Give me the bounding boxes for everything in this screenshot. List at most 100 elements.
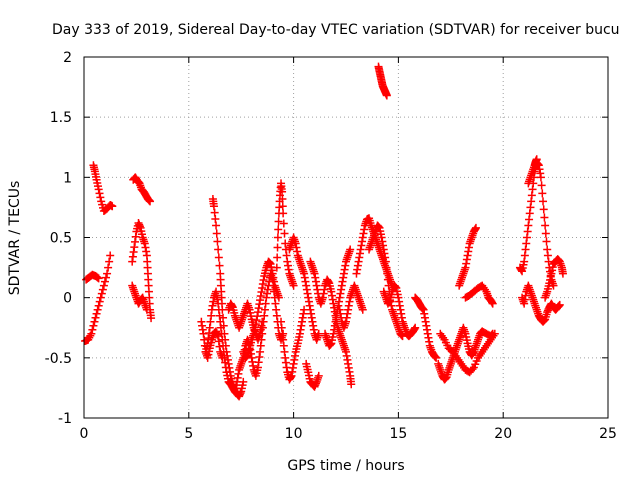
series-arc-b bbox=[82, 270, 103, 284]
series-arc-e bbox=[128, 219, 156, 323]
series-arc-v bbox=[379, 281, 420, 341]
series-arc-ac bbox=[518, 281, 564, 326]
series-arc-a bbox=[81, 251, 115, 345]
data-point bbox=[558, 269, 567, 278]
series-arc-y bbox=[436, 329, 499, 377]
series-arc-r bbox=[335, 281, 367, 332]
chart-title: Day 333 of 2019, Sidereal Day-to-day VTE… bbox=[52, 22, 620, 38]
data-point bbox=[539, 197, 548, 206]
data-point bbox=[96, 293, 105, 302]
y-tick-label: 1.5 bbox=[50, 110, 72, 126]
data-point bbox=[490, 329, 499, 338]
x-axis-label: GPS time / hours bbox=[287, 458, 404, 474]
data-point bbox=[258, 317, 267, 326]
data-point bbox=[100, 277, 109, 286]
data-point bbox=[95, 297, 104, 306]
data-point bbox=[218, 353, 227, 362]
data-point bbox=[488, 299, 497, 308]
data-point bbox=[93, 305, 102, 314]
data-point bbox=[215, 261, 224, 270]
data-point bbox=[219, 313, 228, 322]
series-arc-f bbox=[128, 281, 151, 314]
data-point bbox=[88, 325, 97, 334]
data-point bbox=[411, 323, 420, 332]
series-arc-c bbox=[89, 161, 117, 216]
data-point bbox=[537, 181, 546, 190]
data-point bbox=[347, 380, 356, 389]
y-tick-label: 0 bbox=[63, 291, 72, 307]
data-point bbox=[358, 305, 367, 314]
data-point bbox=[540, 213, 549, 222]
data-point bbox=[536, 173, 545, 182]
data-points bbox=[81, 62, 567, 401]
data-point bbox=[98, 285, 107, 294]
data-point bbox=[93, 273, 102, 282]
data-point bbox=[274, 293, 283, 302]
data-point bbox=[214, 245, 223, 254]
data-point bbox=[219, 321, 228, 330]
data-point bbox=[106, 251, 115, 260]
data-point bbox=[214, 253, 223, 262]
data-point bbox=[142, 305, 151, 314]
series-arc-ad bbox=[524, 155, 541, 188]
data-point bbox=[555, 300, 564, 309]
data-point bbox=[542, 237, 551, 246]
data-point bbox=[279, 209, 288, 218]
data-point bbox=[147, 314, 156, 323]
series-arc-h bbox=[208, 194, 248, 401]
data-point bbox=[538, 189, 547, 198]
data-point bbox=[532, 155, 541, 164]
data-point bbox=[273, 233, 282, 242]
series-arc-p bbox=[306, 257, 356, 389]
data-point bbox=[97, 289, 106, 298]
series-arc-ae bbox=[541, 255, 567, 302]
data-point bbox=[96, 193, 105, 202]
data-point bbox=[432, 353, 441, 362]
data-point bbox=[212, 221, 221, 230]
data-point bbox=[541, 229, 550, 238]
data-point bbox=[278, 187, 287, 196]
data-point bbox=[273, 243, 282, 252]
data-point bbox=[468, 365, 477, 374]
data-point bbox=[105, 257, 114, 266]
data-point bbox=[280, 229, 289, 238]
data-point bbox=[212, 229, 221, 238]
data-point bbox=[471, 223, 480, 232]
data-point bbox=[382, 91, 391, 100]
data-point bbox=[94, 301, 103, 310]
data-point bbox=[213, 237, 222, 246]
x-tick-label: 20 bbox=[494, 426, 512, 442]
series-arc-d bbox=[129, 173, 155, 206]
series-arc-u bbox=[374, 62, 391, 100]
data-point bbox=[108, 202, 117, 211]
x-tick-label: 5 bbox=[184, 426, 193, 442]
data-point bbox=[103, 269, 112, 278]
data-point bbox=[274, 225, 283, 234]
data-point bbox=[278, 202, 287, 211]
data-point bbox=[279, 219, 288, 228]
data-point bbox=[272, 263, 281, 272]
data-point bbox=[346, 245, 355, 254]
data-point bbox=[314, 371, 323, 380]
series-arc-o bbox=[302, 359, 323, 391]
x-tick-label: 0 bbox=[80, 426, 89, 442]
data-point bbox=[102, 273, 111, 282]
data-point bbox=[91, 313, 100, 322]
data-point bbox=[90, 317, 99, 326]
data-point bbox=[278, 194, 287, 203]
series-arc-n bbox=[285, 233, 323, 344]
data-point bbox=[289, 281, 298, 290]
data-point bbox=[104, 263, 113, 272]
data-point bbox=[87, 329, 96, 338]
data-point bbox=[94, 185, 103, 194]
y-tick-label: 0.5 bbox=[50, 231, 72, 247]
series-arc-m bbox=[277, 305, 309, 384]
data-point bbox=[274, 217, 283, 226]
series-arc-w bbox=[411, 293, 441, 362]
data-point bbox=[146, 197, 155, 206]
axis-ticks: 0 5 10 15 20 25 -1 -0.5 0 0.5 1 1.5 2 bbox=[45, 50, 617, 442]
data-point bbox=[89, 321, 98, 330]
data-point bbox=[99, 281, 108, 290]
x-tick-label: 10 bbox=[285, 426, 303, 442]
series-arc-i bbox=[201, 327, 227, 362]
